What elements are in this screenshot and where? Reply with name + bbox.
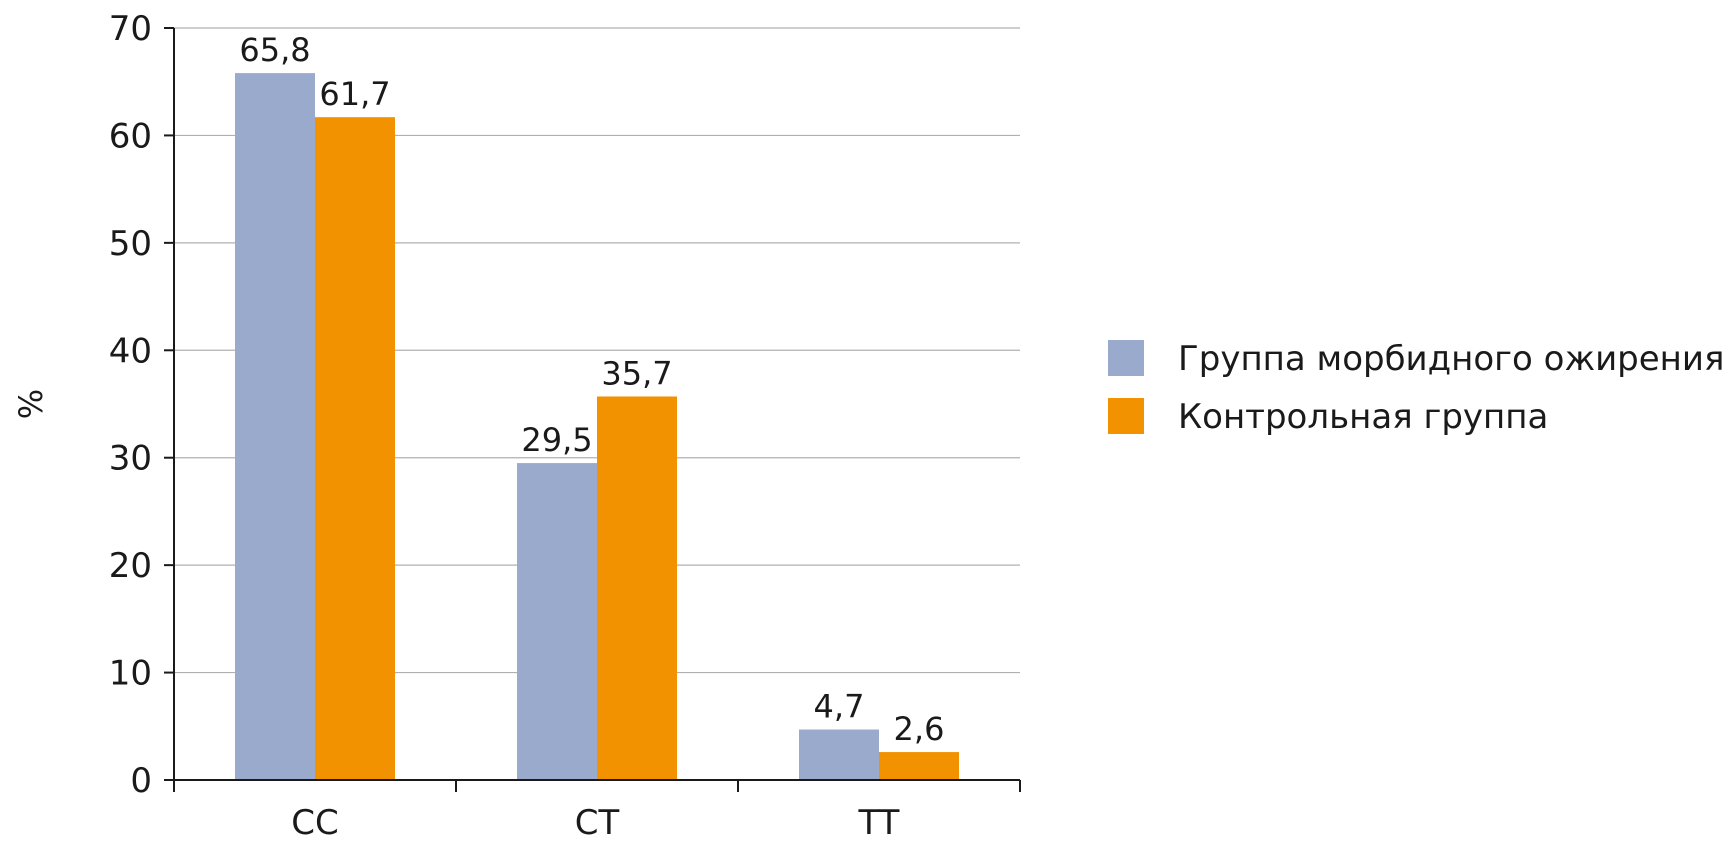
axes [164,27,1021,792]
bar-tt-series-2 [879,752,959,780]
legend-swatch [1108,398,1144,434]
bar-cc-series-1 [235,73,315,781]
data-labels: 65,861,7 29,535,7 4,7 2,6 [239,31,944,748]
data-label: 29,5 [521,421,592,459]
bar-ct-series-1 [517,463,597,780]
legend-swatch [1108,340,1144,376]
bar-cc-series-2 [315,117,395,780]
data-label: 4,7 [814,688,865,726]
y-tick-label: 0 [130,761,152,801]
data-label: 2,6 [894,710,945,748]
data-label: 65,8 [239,31,310,69]
data-label: 61,7 [319,75,390,113]
y-tick-label: 40 [109,331,152,371]
y-tick-label: 60 [109,116,152,156]
data-label: 35,7 [601,354,672,392]
x-category-label: CT [575,803,620,843]
y-tick-label: 70 [109,9,152,49]
y-tick-label: 30 [109,439,152,479]
bars [235,73,959,781]
legend-label: Группа морбидного ожирения [1178,339,1724,379]
y-tick-label: 20 [109,546,152,586]
y-tick-label: 50 [109,224,152,264]
y-axis-label: % [12,389,50,419]
x-category-label: TT [858,803,900,843]
y-tick-labels: 0 10 20 30 40 50 60 70 [109,9,152,801]
x-category-labels: CC CT TT [291,803,899,843]
x-category-label: CC [291,803,338,843]
bar-tt-series-1 [799,729,879,780]
bar-ct-series-2 [597,396,677,780]
y-tick-label: 10 [109,654,152,694]
legend-label: Контрольная группа [1178,397,1548,437]
legend: Группа морбидного ожирения Контрольная гр… [1108,339,1724,437]
